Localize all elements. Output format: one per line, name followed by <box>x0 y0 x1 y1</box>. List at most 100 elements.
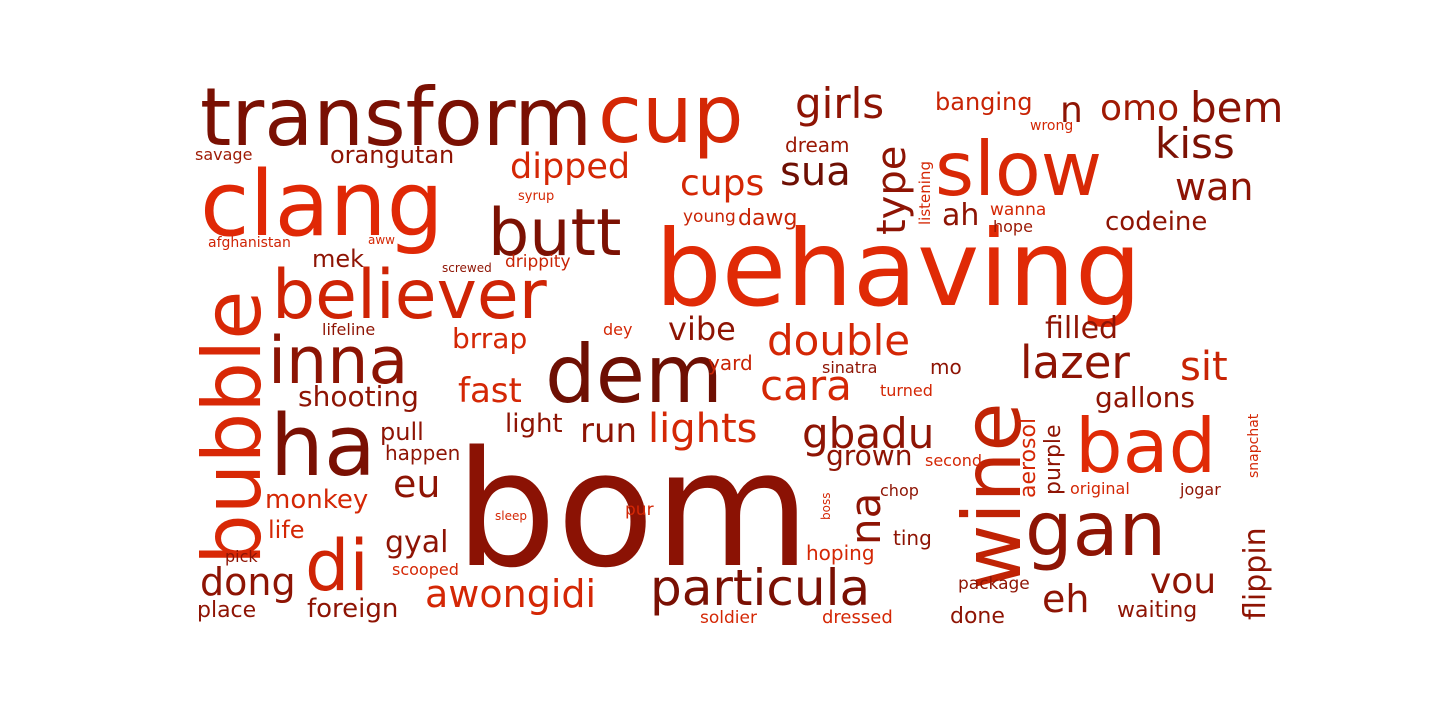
word-pull: pull <box>380 418 424 446</box>
word-eu: eu <box>393 462 440 506</box>
word-dipped: dipped <box>510 147 630 187</box>
word-fast: fast <box>458 371 522 411</box>
word-wan: wan <box>1175 165 1253 209</box>
word-clang: clang <box>200 152 444 257</box>
word-jogar: jogar <box>1179 480 1221 499</box>
word-lights: lights <box>648 406 758 452</box>
word-wrong: wrong <box>1030 118 1073 134</box>
word-sleep: sleep <box>495 509 527 523</box>
word-inna: inna <box>268 324 408 399</box>
word-run: run <box>580 411 637 451</box>
word-turned: turned <box>880 381 933 400</box>
word-double: double <box>767 316 910 365</box>
word-butt: butt <box>488 196 621 271</box>
word-sinatra: sinatra <box>822 358 877 377</box>
word-behaving: behaving <box>655 208 1142 330</box>
word-dream: dream <box>785 133 850 157</box>
word-wine: wine <box>946 402 1039 590</box>
word-waiting: waiting <box>1117 598 1197 623</box>
word-purple: purple <box>1041 424 1066 495</box>
word-chop: chop <box>880 481 919 500</box>
word-awongidi: awongidi <box>425 572 596 616</box>
word-screwed: screwed <box>442 261 492 275</box>
word-gyal: gyal <box>385 525 449 560</box>
word-pur: pur <box>625 500 654 520</box>
word-banging: banging <box>935 88 1033 116</box>
word-hoping: hoping <box>806 541 875 565</box>
word-bubble: bubble <box>186 291 279 566</box>
word-codeine: codeine <box>1105 207 1207 237</box>
word-ha: ha <box>270 397 376 496</box>
word-bad: bad <box>1075 402 1216 490</box>
word-gallons: gallons <box>1095 381 1195 414</box>
word-cups: cups <box>680 163 764 204</box>
word-shooting: shooting <box>298 380 419 413</box>
word-light: light <box>505 409 563 439</box>
word-bem: bem <box>1190 83 1283 132</box>
word-hope: hope <box>993 217 1033 236</box>
word-place: place <box>197 598 256 623</box>
word-afghanistan: afghanistan <box>208 235 291 251</box>
word-mek: mek <box>312 245 364 273</box>
word-dem: dem <box>545 328 723 421</box>
word-foreign: foreign <box>307 594 398 624</box>
word-brrap: brrap <box>452 322 527 355</box>
word-package: package <box>958 574 1030 594</box>
word-orangutan: orangutan <box>330 141 454 169</box>
word-wanna: wanna <box>990 200 1046 220</box>
word-ah: ah <box>942 198 979 233</box>
word-snapchat: snapchat <box>1246 413 1262 478</box>
word-syrup: syrup <box>518 189 554 204</box>
word-omo: omo <box>1100 88 1179 129</box>
word-gbadu: gbadu <box>802 409 934 458</box>
word-scooped: scooped <box>392 560 459 579</box>
word-di: di <box>305 525 369 607</box>
word-kiss: kiss <box>1155 119 1235 168</box>
word-happen: happen <box>385 441 460 465</box>
word-dressed: dressed <box>822 607 893 628</box>
word-boss: boss <box>819 493 833 520</box>
word-second: second <box>925 451 982 470</box>
word-dong: dong <box>200 560 296 604</box>
word-na: na <box>841 493 890 545</box>
word-cup: cup <box>598 68 743 161</box>
word-original: original <box>1070 479 1130 498</box>
word-soldier: soldier <box>700 608 757 628</box>
word-transform: transform <box>200 71 592 164</box>
word-gan: gan <box>1025 485 1166 573</box>
word-slow: slow <box>935 125 1102 213</box>
word-believer: believer <box>272 256 547 335</box>
word-young: young <box>683 207 736 227</box>
word-grown: grown <box>826 439 912 472</box>
word-vibe: vibe <box>668 310 736 348</box>
word-aerosol: aerosol <box>1016 418 1041 498</box>
word-drippity: drippity <box>505 252 571 272</box>
word-pick: pick <box>225 547 258 566</box>
word-lifeline: lifeline <box>322 320 375 339</box>
word-dey: dey <box>603 320 632 339</box>
word-listening: listening <box>916 161 934 225</box>
word-monkey: monkey <box>265 485 368 515</box>
word-sua: sua <box>780 149 851 195</box>
word-particula: particula <box>650 559 870 617</box>
word-done: done <box>950 604 1005 629</box>
word-flippin: flippin <box>1238 527 1273 620</box>
word-n: n <box>1060 90 1083 131</box>
word-ting: ting <box>893 526 932 550</box>
word-girls: girls <box>795 79 884 128</box>
word-dawg: dawg <box>738 206 797 231</box>
word-bom: bom <box>455 416 810 603</box>
word-eh: eh <box>1042 577 1089 621</box>
word-filled: filled <box>1045 311 1118 346</box>
word-type: type <box>869 146 915 235</box>
word-life: life <box>268 516 305 544</box>
word-aww: aww <box>368 233 395 247</box>
word-sit: sit <box>1180 344 1228 390</box>
word-yard: yard <box>708 351 753 375</box>
word-vou: vou <box>1150 561 1216 602</box>
word-lazer: lazer <box>1020 336 1130 389</box>
word-cara: cara <box>760 361 852 410</box>
word-savage: savage <box>195 145 252 164</box>
word-mo: mo <box>930 355 962 379</box>
